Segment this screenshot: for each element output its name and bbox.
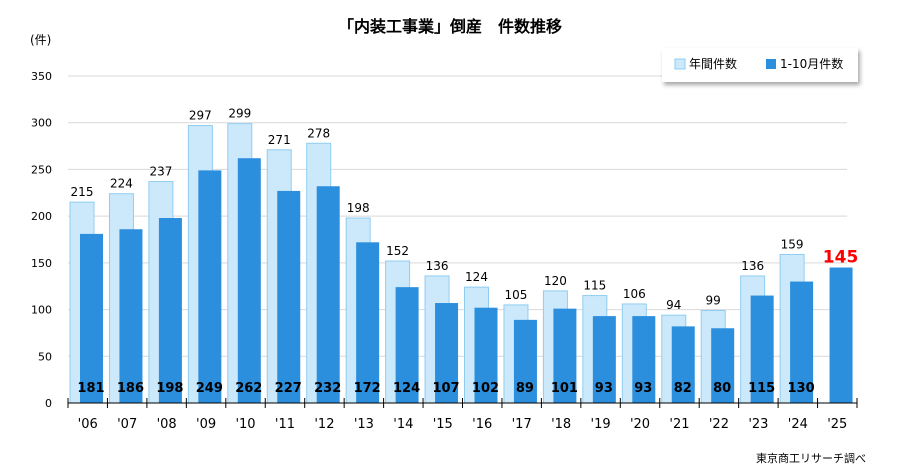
x-tick-label: '15 — [433, 417, 453, 432]
legend-swatch-annual — [674, 58, 686, 70]
bar-jan-oct — [237, 158, 261, 403]
x-tick-label: '17 — [512, 417, 532, 432]
y-axis-label: (件) — [30, 33, 51, 47]
x-tick-label: '20 — [630, 417, 650, 432]
data-label-annual: 124 — [465, 270, 488, 284]
data-label-annual: 297 — [189, 109, 212, 123]
data-label-jan-oct: 262 — [235, 381, 262, 396]
bar-jan-oct — [198, 170, 222, 403]
data-label-jan-oct: 181 — [77, 381, 104, 396]
bar-jan-oct — [592, 316, 616, 403]
bar-jan-oct — [790, 281, 814, 403]
bar-jan-oct — [553, 308, 577, 403]
x-tick-label: '23 — [748, 417, 768, 432]
bar-jan-oct — [158, 218, 182, 403]
legend-box — [662, 48, 858, 82]
y-tick-label: 150 — [31, 257, 52, 270]
data-label-jan-oct-highlight: 145 — [823, 248, 859, 268]
x-tick-label: '06 — [78, 417, 98, 432]
bar-jan-oct — [277, 190, 301, 403]
data-label-annual: 136 — [426, 259, 449, 273]
bar-jan-oct — [316, 186, 340, 403]
x-tick-label: '10 — [235, 417, 255, 432]
data-label-annual: 105 — [504, 288, 527, 302]
y-tick-label: 300 — [31, 117, 52, 130]
data-label-annual: 224 — [110, 177, 133, 191]
data-label-annual: 278 — [307, 126, 330, 140]
bar-jan-oct — [80, 233, 103, 403]
y-tick-label: 200 — [31, 210, 52, 223]
bar-jan-oct — [395, 287, 419, 403]
bar-jan-oct — [671, 326, 695, 403]
bar-jan-oct — [474, 307, 498, 403]
data-label-jan-oct: 198 — [156, 381, 183, 396]
chart-title: 「内装工事業」倒産 件数推移 — [338, 17, 562, 36]
bar-jan-oct — [750, 295, 774, 403]
legend-label-jan-oct: 1-10月件数 — [780, 56, 843, 71]
data-label-annual: 120 — [544, 274, 567, 288]
source-note: 東京商工リサーチ調べ — [756, 451, 866, 465]
y-tick-label: 50 — [38, 350, 52, 363]
bar-jan-oct — [632, 316, 656, 403]
x-tick-label: '09 — [196, 417, 216, 432]
x-tick-label: '11 — [275, 417, 295, 432]
bar-jan-oct — [829, 267, 853, 403]
legend-label-annual: 年間件数 — [689, 56, 737, 71]
data-label-jan-oct: 115 — [748, 381, 775, 396]
x-tick-label: '24 — [788, 417, 808, 432]
data-label-jan-oct: 80 — [713, 381, 731, 396]
legend: 年間件数 1-10月件数 — [662, 48, 858, 82]
data-label-jan-oct: 82 — [674, 381, 692, 396]
data-label-jan-oct: 93 — [634, 381, 652, 396]
x-tick-label: '22 — [709, 417, 729, 432]
x-tick-label: '21 — [669, 417, 689, 432]
data-label-annual: 159 — [781, 237, 804, 251]
data-label-annual: 215 — [71, 185, 94, 199]
data-label-annual: 152 — [386, 244, 409, 258]
x-tick-label: '18 — [551, 417, 571, 432]
data-label-jan-oct: 102 — [472, 381, 499, 396]
data-label-jan-oct: 186 — [117, 381, 144, 396]
x-tick-label: '13 — [354, 417, 374, 432]
x-tick-label: '08 — [157, 417, 177, 432]
legend-swatch-jan-oct — [766, 59, 776, 69]
bar-jan-oct — [119, 229, 143, 403]
data-label-jan-oct: 107 — [432, 381, 459, 396]
data-label-jan-oct: 130 — [788, 381, 815, 396]
y-tick-label: 350 — [31, 70, 52, 83]
bar-jan-oct — [435, 303, 459, 403]
data-label-annual: 136 — [741, 259, 764, 273]
y-tick-label: 0 — [45, 397, 52, 410]
data-label-jan-oct: 101 — [551, 381, 578, 396]
data-label-annual: 271 — [268, 133, 291, 147]
data-label-annual: 94 — [666, 298, 681, 312]
data-label-annual: 99 — [706, 294, 721, 308]
x-tick-label: '14 — [393, 417, 413, 432]
data-label-jan-oct: 172 — [354, 381, 381, 396]
data-label-annual: 198 — [347, 201, 370, 215]
data-label-jan-oct: 93 — [595, 381, 613, 396]
data-label-jan-oct: 89 — [516, 381, 534, 396]
data-label-annual: 299 — [228, 107, 251, 121]
data-label-jan-oct: 124 — [393, 381, 420, 396]
data-label-jan-oct: 227 — [275, 381, 302, 396]
bar-jan-oct — [711, 328, 735, 403]
y-tick-label: 100 — [31, 304, 52, 317]
data-label-annual: 115 — [583, 279, 606, 293]
data-label-jan-oct: 249 — [196, 381, 223, 396]
data-label-annual: 106 — [623, 287, 646, 301]
data-label-annual: 237 — [149, 165, 172, 179]
x-tick-label: '16 — [472, 417, 492, 432]
y-tick-label: 250 — [31, 163, 52, 176]
bar-jan-oct — [513, 319, 537, 403]
x-tick-label: '07 — [117, 417, 137, 432]
x-tick-label: '12 — [314, 417, 334, 432]
x-tick-label: '25 — [827, 417, 847, 432]
x-tick-label: '19 — [591, 417, 611, 432]
data-label-jan-oct: 232 — [314, 381, 341, 396]
bar-jan-oct — [356, 242, 380, 403]
